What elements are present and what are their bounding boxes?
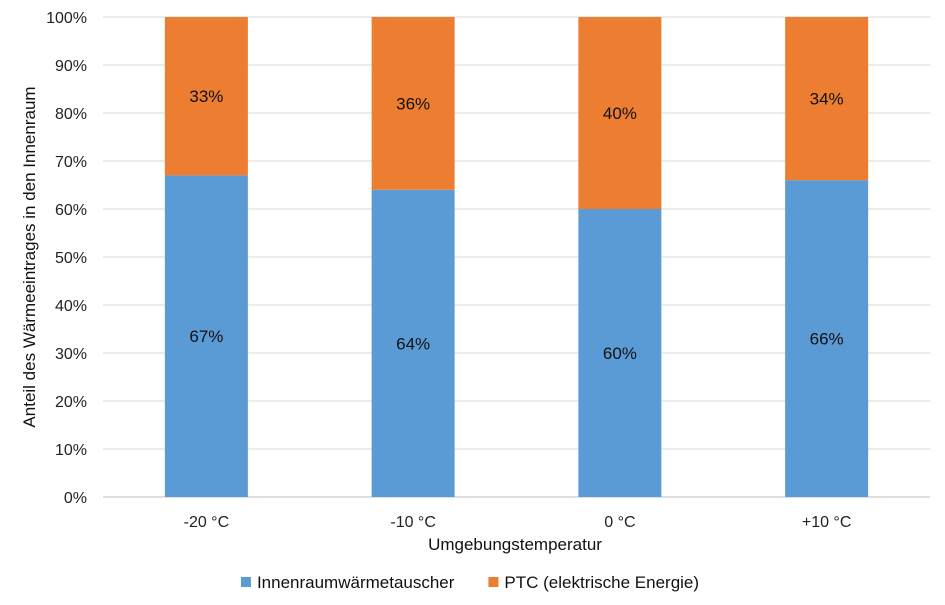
y-tick-label: 40% (55, 298, 87, 315)
y-tick-label: 90% (55, 58, 87, 75)
y-tick-label: 10% (55, 442, 87, 459)
data-label: 64% (396, 334, 430, 353)
y-tick-label: 80% (55, 106, 87, 123)
x-axis-title: Umgebungstemperatur (428, 535, 602, 554)
data-label: 66% (810, 330, 844, 349)
bar-segment (164, 17, 248, 176)
data-label: 34% (810, 90, 844, 109)
bar-segment (371, 17, 455, 190)
legend: Innenraumwärmetauscher PTC (elektrische E… (240, 573, 699, 592)
bar-segment (164, 175, 248, 497)
data-label: 36% (396, 94, 430, 113)
y-tick-label: 70% (55, 154, 87, 171)
data-label: 40% (603, 104, 637, 123)
x-tick-label: 0 °C (604, 514, 635, 531)
y-tick-label: 20% (55, 394, 87, 411)
y-tick-label: 0% (64, 490, 87, 507)
y-tick-label: 30% (55, 346, 87, 363)
y-axis-title: Anteil des Wärmeeintrages in den Innenra… (20, 86, 39, 427)
data-label: 60% (603, 344, 637, 363)
bar-segment (371, 189, 455, 498)
bar-segment (785, 17, 869, 181)
x-tick-label: -20 °C (184, 514, 230, 531)
data-label: 33% (189, 87, 223, 106)
legend-label: Innenraumwärmetauscher (257, 573, 455, 592)
y-tick-label: 100% (46, 10, 87, 27)
legend-swatch (488, 577, 499, 587)
bar-segment (785, 180, 869, 497)
legend-label: PTC (elektrische Energie) (504, 573, 699, 592)
x-tick-label: -10 °C (390, 514, 436, 531)
bar-segment (578, 17, 662, 209)
legend-swatch (240, 577, 251, 587)
bar-segment (578, 209, 662, 497)
y-tick-label: 60% (55, 202, 87, 219)
bars: 67% 33% 64% 36% 60% 40% 66% 34% (164, 17, 869, 498)
x-axis-ticks: -20 °C -10 °C 0 °C +10 °C (184, 514, 852, 531)
y-tick-label: 50% (55, 250, 87, 267)
data-label: 67% (189, 327, 223, 346)
y-axis-ticks: 0% 10% 20% 30% 40% 50% 60% 70% 80% 90% 100% (46, 10, 87, 507)
x-tick-label: +10 °C (802, 514, 852, 531)
